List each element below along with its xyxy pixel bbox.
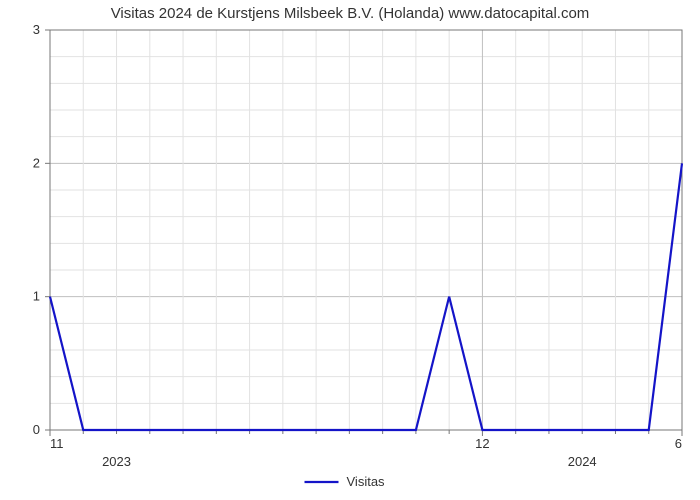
- legend-label: Visitas: [347, 474, 386, 489]
- visits-chart: Visitas 2024 de Kurstjens Milsbeek B.V. …: [0, 0, 700, 500]
- x-sub-label: 2024: [568, 454, 597, 469]
- x-tick-label: 11: [50, 436, 64, 451]
- x-tick-label: 12: [475, 436, 489, 451]
- y-tick-label: 2: [33, 155, 40, 170]
- y-tick-label: 3: [33, 22, 40, 37]
- y-tick-label: 0: [33, 422, 40, 437]
- x-sub-label: 2023: [102, 454, 131, 469]
- chart-title: Visitas 2024 de Kurstjens Milsbeek B.V. …: [111, 5, 590, 22]
- x-tick-label: 6: [675, 436, 682, 451]
- y-tick-label: 1: [33, 289, 40, 304]
